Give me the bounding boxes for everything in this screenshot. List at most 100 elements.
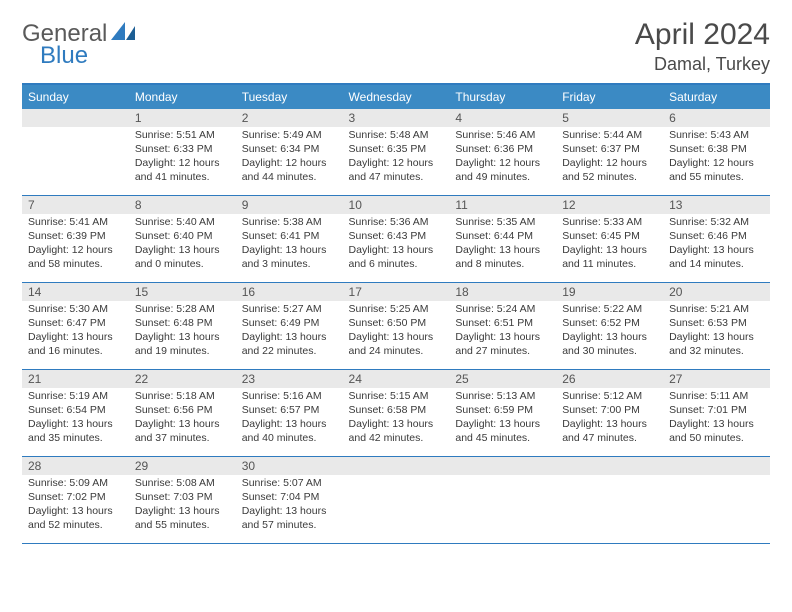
day-number: 2 xyxy=(236,109,343,127)
daylight-text: Daylight: 12 hours and 49 minutes. xyxy=(455,157,550,185)
calendar-day-cell: 14Sunrise: 5:30 AMSunset: 6:47 PMDayligh… xyxy=(22,283,129,369)
calendar-day-cell xyxy=(449,457,556,543)
day-number xyxy=(663,457,770,475)
sunset-text: Sunset: 6:52 PM xyxy=(562,317,657,331)
day-details: Sunrise: 5:49 AMSunset: 6:34 PMDaylight:… xyxy=(236,127,343,188)
sunrise-text: Sunrise: 5:49 AM xyxy=(242,129,337,143)
day-details: Sunrise: 5:16 AMSunset: 6:57 PMDaylight:… xyxy=(236,388,343,449)
sunrise-text: Sunrise: 5:48 AM xyxy=(349,129,444,143)
sunset-text: Sunset: 7:04 PM xyxy=(242,491,337,505)
daylight-text: Daylight: 13 hours and 52 minutes. xyxy=(28,505,123,533)
sunset-text: Sunset: 6:39 PM xyxy=(28,230,123,244)
daylight-text: Daylight: 13 hours and 22 minutes. xyxy=(242,331,337,359)
daylight-text: Daylight: 13 hours and 45 minutes. xyxy=(455,418,550,446)
logo-word-2: Blue xyxy=(40,44,107,68)
day-number: 21 xyxy=(22,370,129,388)
day-number: 14 xyxy=(22,283,129,301)
day-number: 28 xyxy=(22,457,129,475)
daylight-text: Daylight: 13 hours and 8 minutes. xyxy=(455,244,550,272)
calendar-day-cell: 30Sunrise: 5:07 AMSunset: 7:04 PMDayligh… xyxy=(236,457,343,543)
day-details: Sunrise: 5:28 AMSunset: 6:48 PMDaylight:… xyxy=(129,301,236,362)
daylight-text: Daylight: 13 hours and 55 minutes. xyxy=(135,505,230,533)
calendar-day-cell: 18Sunrise: 5:24 AMSunset: 6:51 PMDayligh… xyxy=(449,283,556,369)
sunrise-text: Sunrise: 5:40 AM xyxy=(135,216,230,230)
sunrise-text: Sunrise: 5:33 AM xyxy=(562,216,657,230)
page-title: April 2024 xyxy=(635,18,770,52)
calendar-day-cell xyxy=(556,457,663,543)
day-number: 20 xyxy=(663,283,770,301)
daylight-text: Daylight: 13 hours and 57 minutes. xyxy=(242,505,337,533)
day-details: Sunrise: 5:27 AMSunset: 6:49 PMDaylight:… xyxy=(236,301,343,362)
daylight-text: Daylight: 13 hours and 11 minutes. xyxy=(562,244,657,272)
sunset-text: Sunset: 6:50 PM xyxy=(349,317,444,331)
col-header: Tuesday xyxy=(236,85,343,109)
calendar-day-cell: 2Sunrise: 5:49 AMSunset: 6:34 PMDaylight… xyxy=(236,109,343,195)
day-details: Sunrise: 5:08 AMSunset: 7:03 PMDaylight:… xyxy=(129,475,236,536)
calendar-day-cell: 26Sunrise: 5:12 AMSunset: 7:00 PMDayligh… xyxy=(556,370,663,456)
day-number: 8 xyxy=(129,196,236,214)
sunrise-text: Sunrise: 5:44 AM xyxy=(562,129,657,143)
day-number: 3 xyxy=(343,109,450,127)
day-details: Sunrise: 5:44 AMSunset: 6:37 PMDaylight:… xyxy=(556,127,663,188)
col-header: Monday xyxy=(129,85,236,109)
sunset-text: Sunset: 6:51 PM xyxy=(455,317,550,331)
daylight-text: Daylight: 12 hours and 52 minutes. xyxy=(562,157,657,185)
daylight-text: Daylight: 13 hours and 24 minutes. xyxy=(349,331,444,359)
sunrise-text: Sunrise: 5:09 AM xyxy=(28,477,123,491)
daylight-text: Daylight: 12 hours and 55 minutes. xyxy=(669,157,764,185)
daylight-text: Daylight: 13 hours and 3 minutes. xyxy=(242,244,337,272)
calendar-day-cell xyxy=(22,109,129,195)
calendar-week-row: 14Sunrise: 5:30 AMSunset: 6:47 PMDayligh… xyxy=(22,283,770,370)
day-details: Sunrise: 5:07 AMSunset: 7:04 PMDaylight:… xyxy=(236,475,343,536)
day-number: 6 xyxy=(663,109,770,127)
calendar-day-cell: 24Sunrise: 5:15 AMSunset: 6:58 PMDayligh… xyxy=(343,370,450,456)
sunset-text: Sunset: 6:56 PM xyxy=(135,404,230,418)
calendar-day-cell: 17Sunrise: 5:25 AMSunset: 6:50 PMDayligh… xyxy=(343,283,450,369)
sunset-text: Sunset: 6:40 PM xyxy=(135,230,230,244)
sunset-text: Sunset: 6:41 PM xyxy=(242,230,337,244)
calendar-day-cell: 15Sunrise: 5:28 AMSunset: 6:48 PMDayligh… xyxy=(129,283,236,369)
day-details: Sunrise: 5:48 AMSunset: 6:35 PMDaylight:… xyxy=(343,127,450,188)
day-number: 22 xyxy=(129,370,236,388)
header: General Blue April 2024 Damal, Turkey xyxy=(22,18,770,75)
sunrise-text: Sunrise: 5:28 AM xyxy=(135,303,230,317)
sunset-text: Sunset: 7:00 PM xyxy=(562,404,657,418)
sunrise-text: Sunrise: 5:11 AM xyxy=(669,390,764,404)
calendar-week-row: 1Sunrise: 5:51 AMSunset: 6:33 PMDaylight… xyxy=(22,109,770,196)
day-details: Sunrise: 5:33 AMSunset: 6:45 PMDaylight:… xyxy=(556,214,663,275)
calendar-day-cell xyxy=(343,457,450,543)
weeks-container: 1Sunrise: 5:51 AMSunset: 6:33 PMDaylight… xyxy=(22,109,770,544)
day-details: Sunrise: 5:46 AMSunset: 6:36 PMDaylight:… xyxy=(449,127,556,188)
calendar-day-cell: 27Sunrise: 5:11 AMSunset: 7:01 PMDayligh… xyxy=(663,370,770,456)
daylight-text: Daylight: 12 hours and 44 minutes. xyxy=(242,157,337,185)
col-header: Saturday xyxy=(663,85,770,109)
daylight-text: Daylight: 12 hours and 41 minutes. xyxy=(135,157,230,185)
calendar-day-cell: 23Sunrise: 5:16 AMSunset: 6:57 PMDayligh… xyxy=(236,370,343,456)
sunrise-text: Sunrise: 5:32 AM xyxy=(669,216,764,230)
day-number: 26 xyxy=(556,370,663,388)
sunset-text: Sunset: 6:43 PM xyxy=(349,230,444,244)
day-details: Sunrise: 5:35 AMSunset: 6:44 PMDaylight:… xyxy=(449,214,556,275)
day-details: Sunrise: 5:21 AMSunset: 6:53 PMDaylight:… xyxy=(663,301,770,362)
day-details: Sunrise: 5:24 AMSunset: 6:51 PMDaylight:… xyxy=(449,301,556,362)
calendar-week-row: 28Sunrise: 5:09 AMSunset: 7:02 PMDayligh… xyxy=(22,457,770,544)
day-number xyxy=(556,457,663,475)
day-number: 17 xyxy=(343,283,450,301)
sunrise-text: Sunrise: 5:13 AM xyxy=(455,390,550,404)
daylight-text: Daylight: 13 hours and 42 minutes. xyxy=(349,418,444,446)
day-details: Sunrise: 5:51 AMSunset: 6:33 PMDaylight:… xyxy=(129,127,236,188)
sunrise-text: Sunrise: 5:46 AM xyxy=(455,129,550,143)
sunrise-text: Sunrise: 5:15 AM xyxy=(349,390,444,404)
day-details: Sunrise: 5:32 AMSunset: 6:46 PMDaylight:… xyxy=(663,214,770,275)
calendar-day-cell: 7Sunrise: 5:41 AMSunset: 6:39 PMDaylight… xyxy=(22,196,129,282)
daylight-text: Daylight: 13 hours and 14 minutes. xyxy=(669,244,764,272)
sunrise-text: Sunrise: 5:30 AM xyxy=(28,303,123,317)
sunset-text: Sunset: 6:59 PM xyxy=(455,404,550,418)
daylight-text: Daylight: 13 hours and 30 minutes. xyxy=(562,331,657,359)
daylight-text: Daylight: 13 hours and 32 minutes. xyxy=(669,331,764,359)
sunset-text: Sunset: 6:37 PM xyxy=(562,143,657,157)
calendar-day-cell: 16Sunrise: 5:27 AMSunset: 6:49 PMDayligh… xyxy=(236,283,343,369)
day-number: 16 xyxy=(236,283,343,301)
calendar-day-cell: 3Sunrise: 5:48 AMSunset: 6:35 PMDaylight… xyxy=(343,109,450,195)
col-header: Friday xyxy=(556,85,663,109)
